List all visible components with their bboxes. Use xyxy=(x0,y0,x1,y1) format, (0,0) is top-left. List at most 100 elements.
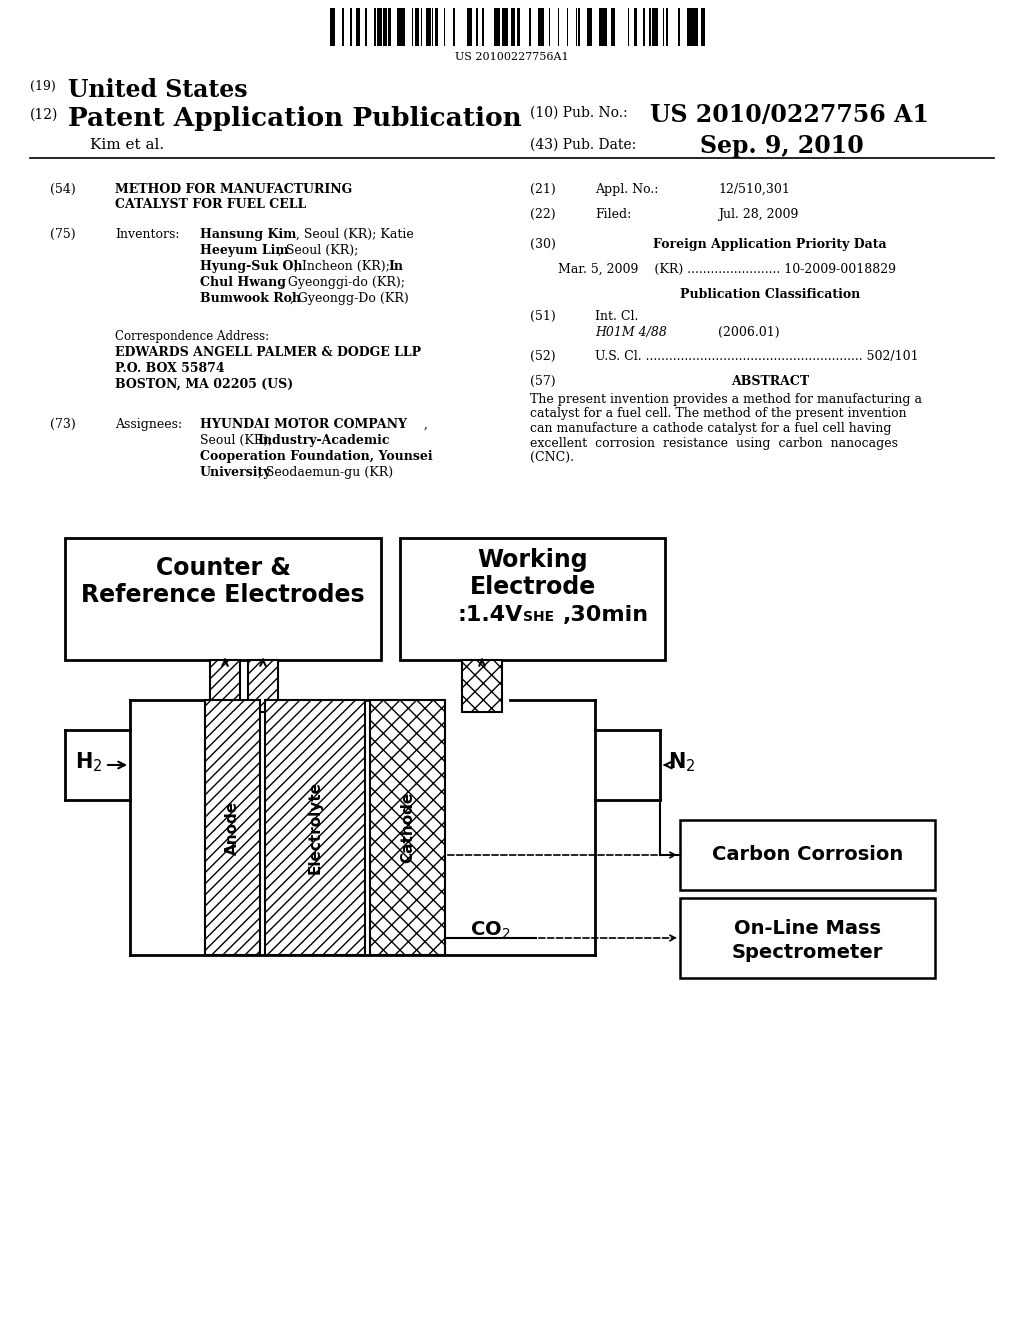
Text: METHOD FOR MANUFACTURING: METHOD FOR MANUFACTURING xyxy=(115,183,352,195)
Bar xyxy=(400,8,403,46)
Bar xyxy=(517,8,520,46)
Bar xyxy=(654,8,657,46)
Bar xyxy=(386,8,387,46)
Bar xyxy=(205,700,260,954)
Bar xyxy=(210,660,240,711)
Text: ,: , xyxy=(424,418,428,432)
Text: (75): (75) xyxy=(50,228,76,242)
Bar xyxy=(599,8,603,46)
Bar xyxy=(651,8,654,46)
Bar xyxy=(429,8,430,46)
Bar xyxy=(370,700,445,954)
Bar xyxy=(680,898,935,978)
Bar xyxy=(541,8,545,46)
Text: EDWARDS ANGELL PALMER & DODGE LLP: EDWARDS ANGELL PALMER & DODGE LLP xyxy=(115,346,421,359)
Text: , Seoul (KR); Katie: , Seoul (KR); Katie xyxy=(296,228,414,242)
Text: Sep. 9, 2010: Sep. 9, 2010 xyxy=(700,135,864,158)
Text: SHE: SHE xyxy=(522,610,554,624)
Text: Counter &: Counter & xyxy=(156,556,291,579)
Bar xyxy=(403,8,406,46)
Bar xyxy=(377,8,380,46)
Text: CO$_2$: CO$_2$ xyxy=(470,919,510,941)
Bar xyxy=(587,8,591,46)
Text: Industry-Academic: Industry-Academic xyxy=(257,434,389,447)
Bar xyxy=(528,8,530,46)
Text: , Gyeonggi-do (KR);: , Gyeonggi-do (KR); xyxy=(280,276,406,289)
Bar xyxy=(503,8,505,46)
Bar xyxy=(692,8,696,46)
Bar xyxy=(575,8,577,46)
Text: :1.4V: :1.4V xyxy=(457,605,522,624)
Text: (22): (22) xyxy=(530,209,556,220)
Text: Working: Working xyxy=(477,548,588,572)
Bar xyxy=(648,8,650,46)
Bar xyxy=(566,8,568,46)
Bar xyxy=(421,8,422,46)
Bar xyxy=(380,8,382,46)
Bar xyxy=(558,8,559,46)
Text: (19): (19) xyxy=(30,81,55,92)
Text: University: University xyxy=(200,466,271,479)
Bar xyxy=(476,8,478,46)
Text: Publication Classification: Publication Classification xyxy=(680,288,860,301)
Text: (21): (21) xyxy=(530,183,556,195)
Bar xyxy=(366,8,368,46)
Text: United States: United States xyxy=(68,78,248,102)
Text: catalyst for a fuel cell. The method of the present invention: catalyst for a fuel cell. The method of … xyxy=(530,408,906,421)
Text: Chul Hwang: Chul Hwang xyxy=(200,276,286,289)
Bar xyxy=(374,8,376,46)
Text: (CNC).: (CNC). xyxy=(530,451,574,465)
Text: (52): (52) xyxy=(530,350,556,363)
Text: , Incheon (KR);: , Incheon (KR); xyxy=(294,260,394,273)
Text: Cathode: Cathode xyxy=(400,792,415,863)
Text: excellent  corrosion  resistance  using  carbon  nanocages: excellent corrosion resistance using car… xyxy=(530,437,898,450)
Bar xyxy=(432,8,433,46)
Text: Inventors:: Inventors: xyxy=(115,228,179,242)
Text: Seoul (KR);: Seoul (KR); xyxy=(200,434,276,447)
Bar xyxy=(482,8,484,46)
Bar xyxy=(538,8,540,46)
Text: Anode: Anode xyxy=(225,800,240,854)
Bar xyxy=(470,8,472,46)
Text: Electrode: Electrode xyxy=(469,576,596,599)
Bar xyxy=(333,8,335,46)
Text: Heeyum Lim: Heeyum Lim xyxy=(200,244,289,257)
Text: On-Line Mass: On-Line Mass xyxy=(734,919,881,937)
Text: Correspondence Address:: Correspondence Address: xyxy=(115,330,269,343)
Bar xyxy=(687,8,690,46)
Text: Cooperation Foundation, Younsei: Cooperation Foundation, Younsei xyxy=(200,450,432,463)
Text: Assignees:: Assignees: xyxy=(115,418,182,432)
Bar xyxy=(610,8,613,46)
Bar xyxy=(602,8,605,46)
Bar xyxy=(590,8,592,46)
Text: (2006.01): (2006.01) xyxy=(718,326,779,339)
Bar xyxy=(265,700,365,954)
Bar xyxy=(506,8,508,46)
Text: Jul. 28, 2009: Jul. 28, 2009 xyxy=(718,209,799,220)
Bar xyxy=(426,8,430,46)
Bar xyxy=(667,8,669,46)
Text: HYUNDAI MOTOR COMPANY: HYUNDAI MOTOR COMPANY xyxy=(200,418,407,432)
Bar xyxy=(579,8,580,46)
Text: (30): (30) xyxy=(530,238,556,251)
Bar xyxy=(678,8,680,46)
Text: , Seodaemun-gu (KR): , Seodaemun-gu (KR) xyxy=(258,466,393,479)
Text: (12): (12) xyxy=(30,108,58,121)
Text: , Seoul (KR);: , Seoul (KR); xyxy=(278,244,358,257)
Bar xyxy=(400,539,665,660)
Text: Appl. No.:: Appl. No.: xyxy=(595,183,658,195)
Bar xyxy=(695,8,698,46)
Bar xyxy=(634,8,637,46)
Bar xyxy=(330,8,333,46)
Text: Foreign Application Priority Data: Foreign Application Priority Data xyxy=(653,238,887,251)
Bar xyxy=(418,8,419,46)
Text: (43) Pub. Date:: (43) Pub. Date: xyxy=(530,139,636,152)
Text: Reference Electrodes: Reference Electrodes xyxy=(81,583,365,607)
Bar xyxy=(342,8,344,46)
Bar xyxy=(388,8,391,46)
Text: (73): (73) xyxy=(50,418,76,432)
Bar xyxy=(453,8,455,46)
Bar xyxy=(643,8,645,46)
Text: (10) Pub. No.:: (10) Pub. No.: xyxy=(530,106,628,120)
Text: , Gyeongg-Do (KR): , Gyeongg-Do (KR) xyxy=(290,292,409,305)
